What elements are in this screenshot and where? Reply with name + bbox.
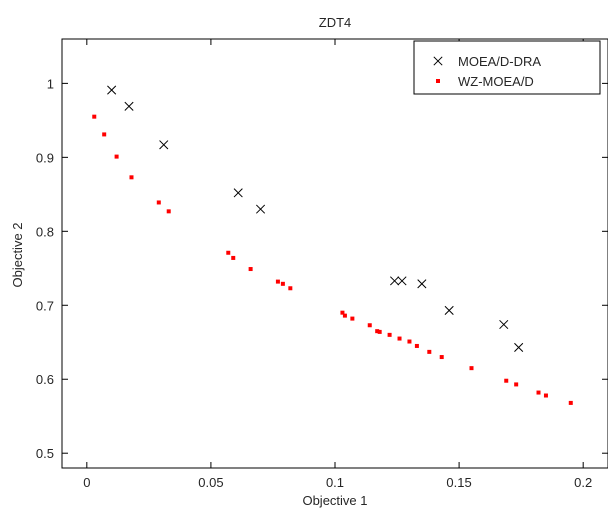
y-tick-label: 0.6 bbox=[36, 372, 54, 387]
data-point-moead-dra bbox=[514, 342, 524, 352]
data-point-wz-moead bbox=[375, 329, 380, 334]
data-point-wz-moead bbox=[226, 250, 231, 255]
data-point-moead-dra bbox=[159, 140, 169, 150]
y-tick-label: 0.8 bbox=[36, 224, 54, 239]
data-point-wz-moead bbox=[414, 343, 419, 348]
data-point-wz-moead bbox=[129, 175, 134, 180]
legend-label-wz-moead: WZ-MOEA/D bbox=[458, 74, 534, 89]
legend-x-marker bbox=[433, 56, 443, 66]
data-point-moead-dra bbox=[444, 305, 454, 316]
data-point-wz-moead bbox=[92, 114, 97, 119]
data-point-wz-moead bbox=[514, 382, 519, 387]
data-point-wz-moead bbox=[377, 329, 382, 334]
legend-marker-moead-dra bbox=[433, 56, 443, 66]
legend: MOEA/D-DRA WZ-MOEA/D bbox=[413, 40, 601, 95]
data-point-wz-moead bbox=[114, 154, 119, 159]
data-point-wz-moead bbox=[340, 310, 345, 315]
data-point-wz-moead bbox=[280, 281, 285, 286]
plot-area bbox=[61, 38, 608, 469]
chart-title: ZDT4 bbox=[319, 15, 352, 30]
x-tick-label: 0.2 bbox=[574, 475, 592, 490]
data-point-wz-moead bbox=[156, 200, 161, 205]
data-point-moead-dra bbox=[390, 276, 400, 286]
x-tick-label: 0 bbox=[83, 475, 90, 490]
x-axis-label: Objective 1 bbox=[302, 493, 367, 508]
legend-label-moead-dra: MOEA/D-DRA bbox=[458, 54, 541, 69]
data-point-wz-moead bbox=[439, 355, 444, 360]
data-point-moead-dra bbox=[255, 204, 266, 214]
data-point-wz-moead bbox=[350, 316, 355, 321]
data-point-wz-moead bbox=[543, 393, 548, 398]
data-point-moead-dra bbox=[107, 85, 117, 95]
data-point-moead-dra bbox=[499, 319, 509, 330]
data-point-wz-moead bbox=[504, 378, 509, 383]
data-point-moead-dra bbox=[233, 188, 243, 198]
data-point-wz-moead bbox=[469, 366, 474, 371]
legend-marker-wz-moead bbox=[436, 79, 440, 83]
data-point-wz-moead bbox=[342, 313, 347, 318]
x-tick-label: 0.15 bbox=[446, 475, 471, 490]
data-point-wz-moead bbox=[288, 286, 293, 291]
data-point-wz-moead bbox=[407, 339, 412, 344]
data-point-wz-moead bbox=[427, 349, 432, 354]
y-tick-label: 1 bbox=[47, 76, 54, 91]
x-tick-label: 0.1 bbox=[326, 475, 344, 490]
data-point-wz-moead bbox=[275, 279, 280, 284]
data-point-moead-dra bbox=[124, 101, 134, 111]
y-tick-label: 0.5 bbox=[36, 446, 54, 461]
axis-ticks: 0 0.05 0.1 0.15 0.2 0.5 0.6 0.7 0.8 0.9 1 bbox=[36, 39, 608, 490]
legend-dot-marker bbox=[436, 79, 440, 83]
data-point-moead-dra bbox=[397, 276, 407, 286]
data-point-wz-moead bbox=[102, 132, 107, 137]
y-tick-label: 0.7 bbox=[36, 298, 54, 313]
y-tick-label: 0.9 bbox=[36, 150, 54, 165]
data-point-wz-moead bbox=[166, 209, 171, 214]
data-point-wz-moead bbox=[367, 323, 372, 328]
data-point-wz-moead bbox=[568, 400, 573, 405]
legend-box bbox=[413, 40, 601, 95]
data-points bbox=[92, 85, 573, 405]
data-point-wz-moead bbox=[248, 267, 253, 272]
data-point-wz-moead bbox=[231, 255, 236, 260]
data-point-wz-moead bbox=[536, 390, 541, 395]
x-tick-label: 0.05 bbox=[198, 475, 223, 490]
y-axis-label: Objective 2 bbox=[10, 222, 25, 287]
data-point-moead-dra bbox=[417, 279, 427, 289]
data-point-wz-moead bbox=[387, 332, 392, 337]
data-point-wz-moead bbox=[397, 336, 402, 341]
